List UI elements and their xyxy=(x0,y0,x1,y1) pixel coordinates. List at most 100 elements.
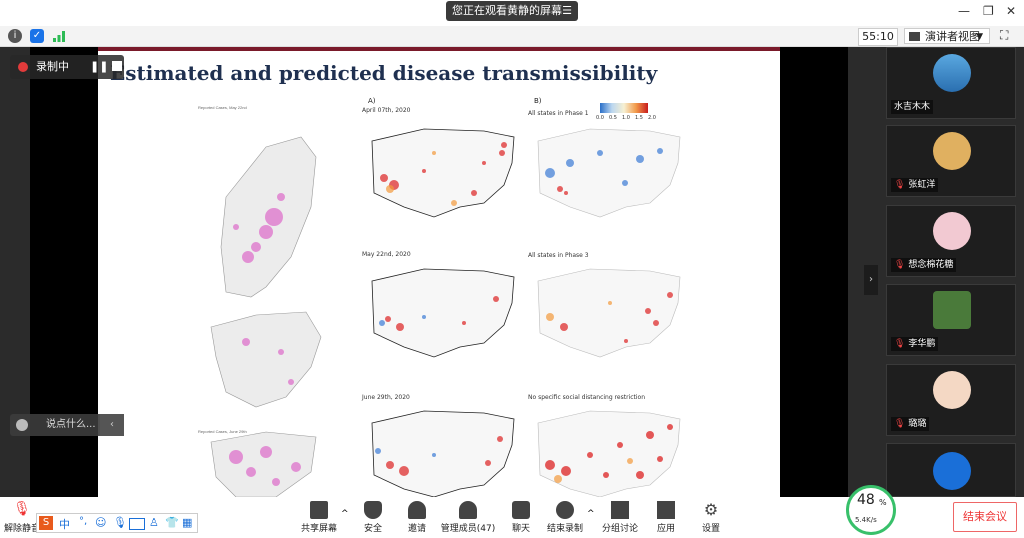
color-legend-bar xyxy=(600,103,648,113)
mic-muted-icon: 🎙 xyxy=(13,501,31,517)
participant-tile[interactable]: 🎙 张虹洋 xyxy=(886,125,1016,197)
mic-muted-icon: 🎙 xyxy=(894,419,906,429)
panel-b-label: B) xyxy=(534,97,542,105)
sogou-s-icon[interactable]: S xyxy=(39,516,53,530)
menu-icon[interactable]: ☰ xyxy=(562,4,572,17)
slide-header-bar xyxy=(98,47,780,51)
color-legend-ticks: 0.0 0.5 1.0 1.5 2.0 xyxy=(596,115,656,121)
participant-tile[interactable]: 🎙 李华鹏 xyxy=(886,284,1016,356)
participant-name: 🎙 李华鹏 xyxy=(891,337,939,351)
view-mode-label: 演讲者视图 xyxy=(925,30,980,43)
apps-icon xyxy=(657,501,675,519)
view-mode-dropdown[interactable]: 演讲者视图 ▼ xyxy=(904,28,990,44)
chevron-up-icon[interactable]: ^ xyxy=(587,509,595,519)
chat-button[interactable]: 聊天 xyxy=(496,499,546,537)
network-gauge[interactable]: 48 % 5.4K/s xyxy=(846,485,896,535)
row3-b-caption: No specific social distancing restrictio… xyxy=(528,394,646,401)
gear-icon: ⚙ xyxy=(703,500,719,519)
signal-icon[interactable] xyxy=(52,29,66,43)
row1-a-caption: April 07th, 2020 xyxy=(362,107,411,114)
security-label: 安全 xyxy=(363,524,382,534)
stop-icon[interactable] xyxy=(112,61,122,71)
security-button[interactable]: 安全 xyxy=(348,499,398,537)
recording-indicator: 录制中 ❚❚ xyxy=(10,55,124,79)
stop-recording-button[interactable]: 结束录制 xyxy=(540,499,590,537)
panel-a-label: A) xyxy=(368,97,376,105)
breakout-label: 分组讨论 xyxy=(601,524,638,534)
breakout-icon xyxy=(611,501,629,519)
network-percent-unit: % xyxy=(879,498,887,507)
stop-recording-label: 结束录制 xyxy=(546,524,583,534)
us-map-a-row3 xyxy=(371,410,515,497)
window-title-bar: 您正在观看黄静的屏幕 ☰ — ❐ ✕ xyxy=(0,0,1024,26)
settings-button[interactable]: ⚙ 设置 xyxy=(686,499,736,537)
manage-members-button[interactable]: 管理成员(47) xyxy=(436,499,500,537)
shield-icon xyxy=(364,501,382,519)
keyboard-icon[interactable] xyxy=(129,518,145,530)
avatar xyxy=(933,291,971,329)
left-caption-bottom: Reported Cases, June 29th xyxy=(198,429,247,434)
grid-icon[interactable]: ▦ xyxy=(182,516,193,529)
shirt-icon[interactable]: 👕 xyxy=(165,516,179,529)
ime-toolbar: S 中 °, ☺ 🎙 ♙ 👕 ▦ xyxy=(36,513,198,533)
layout-icon xyxy=(909,32,920,41)
collapse-panel-button[interactable]: › xyxy=(864,265,878,295)
avatar xyxy=(933,132,971,170)
shield-icon[interactable]: ✓ xyxy=(30,29,44,43)
row3-a-caption: June 29th, 2020 xyxy=(362,394,410,401)
info-icon[interactable]: i xyxy=(8,29,22,43)
network-percent: 48 xyxy=(857,492,875,508)
breakout-button[interactable]: 分组讨论 xyxy=(595,499,645,537)
chat-input[interactable]: 说点什么... ‹ xyxy=(10,414,124,436)
mic-muted-icon: 🎙 xyxy=(894,180,906,190)
unmute-button[interactable]: 🎙 解除静音 xyxy=(4,499,40,537)
slide-title: Estimated and predicted disease transmis… xyxy=(110,61,658,85)
network-speed: 5.4K/s xyxy=(855,516,877,524)
us-map-a-row1 xyxy=(371,128,515,218)
share-screen-button[interactable]: 共享屏幕 xyxy=(294,499,344,537)
avatar xyxy=(933,212,971,250)
us-map-b-row2 xyxy=(537,268,681,358)
participant-name: 🎙 张虹洋 xyxy=(891,178,939,192)
mic-icon[interactable]: 🎙 xyxy=(113,516,127,529)
apps-button[interactable]: 应用 xyxy=(641,499,691,537)
participant-tile[interactable]: 🎙 璐璐 xyxy=(886,364,1016,436)
mic-muted-icon: 🎙 xyxy=(894,339,906,349)
chat-label: 聊天 xyxy=(511,524,530,534)
close-icon[interactable]: ✕ xyxy=(1006,4,1017,18)
record-dot-icon xyxy=(18,62,28,72)
end-meeting-button[interactable]: 结束会议 xyxy=(953,502,1017,532)
avatar xyxy=(933,452,971,490)
minimize-icon[interactable]: — xyxy=(958,4,970,18)
manage-members-label: 管理成员(47) xyxy=(440,524,496,534)
recording-label: 录制中 xyxy=(36,60,69,73)
status-bar: i ✓ 55:10 演讲者视图 ▼ ⛶ xyxy=(0,26,1024,47)
chevron-up-icon[interactable]: ^ xyxy=(341,509,349,519)
viewing-banner: 您正在观看黄静的屏幕 ☰ xyxy=(446,1,578,21)
emoji-icon[interactable] xyxy=(16,419,28,431)
row2-a-caption: May 22nd, 2020 xyxy=(362,251,411,258)
add-user-icon xyxy=(408,501,426,519)
participant-name: 水吉木木 xyxy=(891,100,934,114)
chevron-down-icon: ▼ xyxy=(976,32,983,42)
invite-button[interactable]: 邀请 xyxy=(392,499,442,537)
emoji-icon[interactable]: ☺ xyxy=(95,516,107,529)
participant-tile[interactable] xyxy=(886,443,1016,497)
apps-label: 应用 xyxy=(656,524,675,534)
regional-case-maps: Reported Cases, May 22nd Reported Cases,… xyxy=(198,105,322,497)
user-icon[interactable]: ♙ xyxy=(149,516,159,529)
chevron-left-icon[interactable]: ‹ xyxy=(100,414,124,436)
participant-name: 🎙 想念棉花糖 xyxy=(891,258,957,272)
restore-icon[interactable]: ❐ xyxy=(983,4,994,18)
avatar xyxy=(933,371,971,409)
fullscreen-icon[interactable]: ⛶ xyxy=(1000,28,1009,42)
shared-screen: Estimated and predicted disease transmis… xyxy=(30,47,848,497)
share-screen-label: 共享屏幕 xyxy=(300,524,337,534)
ime-lang[interactable]: 中 xyxy=(59,518,70,531)
chat-icon xyxy=(512,501,530,519)
pause-icon[interactable]: ❚❚ xyxy=(90,60,109,73)
row1-b-caption: All states in Phase 1 xyxy=(528,110,589,117)
participant-tile[interactable]: 水吉木木 xyxy=(886,47,1016,119)
participant-tile[interactable]: 🎙 想念棉花糖 xyxy=(886,205,1016,277)
punctuation-icon[interactable]: °, xyxy=(79,516,88,527)
